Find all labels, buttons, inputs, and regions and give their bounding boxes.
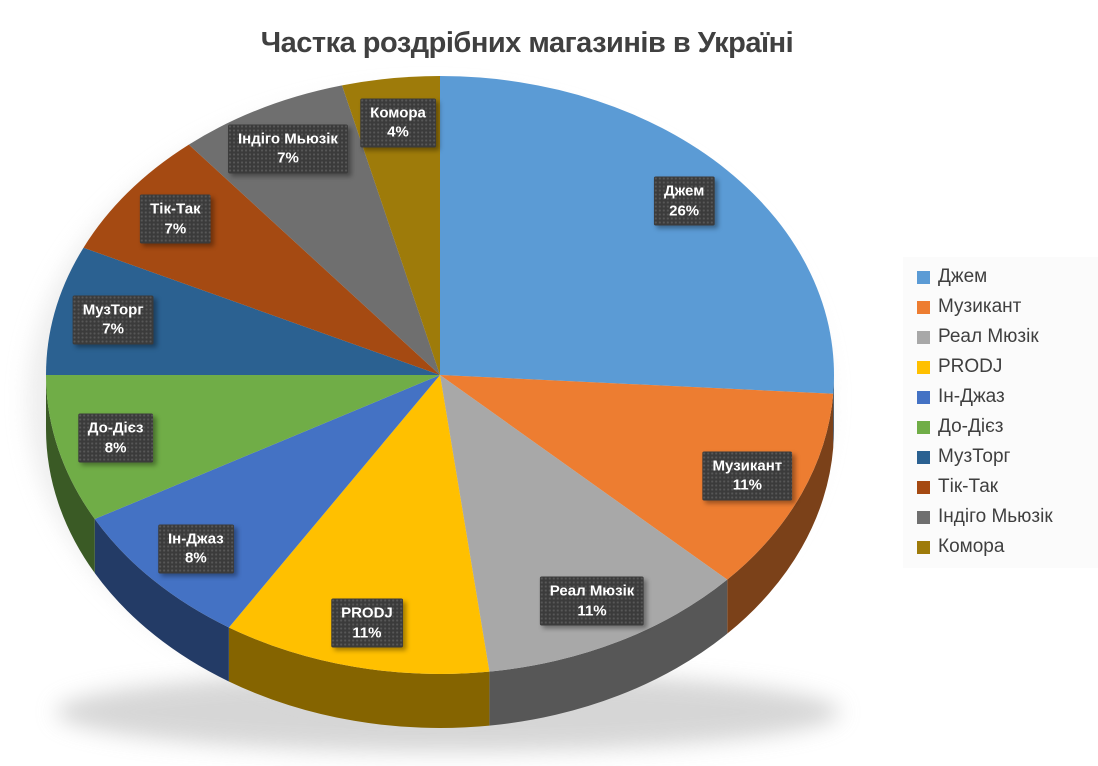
legend-swatch bbox=[917, 420, 930, 434]
pie-slice-side-Музикант bbox=[727, 393, 834, 634]
legend-label: МузТорг bbox=[938, 446, 1011, 467]
legend-swatch bbox=[917, 480, 930, 494]
legend-item-Індіго Мьюзік: Індіго Мьюзік bbox=[917, 506, 1098, 528]
legend-swatch bbox=[917, 330, 930, 344]
pie-slice-Комора bbox=[342, 76, 440, 375]
legend-swatch bbox=[917, 390, 930, 404]
pie-top-surface bbox=[46, 76, 834, 674]
legend-item-Джем: Джем bbox=[917, 266, 1098, 288]
legend-swatch bbox=[917, 540, 930, 554]
legend-swatch bbox=[917, 360, 930, 374]
legend-swatch bbox=[917, 300, 930, 314]
pie-slice-side-До-Дієз bbox=[46, 375, 95, 574]
pie-slice-Музикант bbox=[440, 375, 834, 580]
legend-item-Музикант: Музикант bbox=[917, 296, 1098, 318]
pie-slice-side-Джем bbox=[833, 375, 834, 448]
legend-item-МузТорг: МузТорг bbox=[917, 446, 1098, 468]
legend-swatch bbox=[917, 450, 930, 464]
legend-label: До-Дієз bbox=[938, 416, 1004, 437]
legend-swatch bbox=[917, 510, 930, 524]
chart-title: Частка роздрібних магазинів в Україні bbox=[260, 27, 794, 60]
legend-item-Тік-Так: Тік-Так bbox=[917, 476, 1098, 498]
pie-slice-Джем bbox=[440, 76, 834, 394]
legend-swatch bbox=[917, 270, 930, 284]
legend-label: Музикант bbox=[938, 296, 1022, 317]
legend-item-До-Дієз: До-Дієз bbox=[917, 416, 1098, 438]
legend-item-Комора: Комора bbox=[917, 536, 1098, 558]
legend-label: Індіго Мьюзік bbox=[938, 506, 1053, 527]
pie-slice-PRODJ bbox=[228, 375, 490, 674]
legend-item-PRODJ: PRODJ bbox=[917, 356, 1098, 378]
legend-label: PRODJ bbox=[938, 356, 1003, 377]
pie-slice-side-Ін-Джаз bbox=[94, 519, 229, 682]
pie-slice-Реал Мюзік bbox=[440, 375, 728, 672]
legend: Джем Музикант Реал Мюзік PRODJ Ін-Джаз До-Діє… bbox=[903, 257, 1098, 568]
legend-label: Джем bbox=[938, 266, 988, 287]
legend-label: Реал Мюзік bbox=[938, 326, 1039, 347]
pie-slice-side-PRODJ bbox=[228, 627, 490, 728]
legend-label: Комора bbox=[938, 536, 1005, 557]
pie-slice-До-Дієз bbox=[46, 375, 440, 520]
legend-label: Тік-Так bbox=[938, 476, 999, 497]
legend-item-Реал Мюзік: Реал Мюзік bbox=[917, 326, 1098, 348]
legend-item-Ін-Джаз: Ін-Джаз bbox=[917, 386, 1098, 408]
pie-slice-side-Реал Мюзік bbox=[489, 579, 728, 726]
legend-label: Ін-Джаз bbox=[938, 386, 1005, 407]
pie-3d-sides bbox=[46, 375, 834, 728]
